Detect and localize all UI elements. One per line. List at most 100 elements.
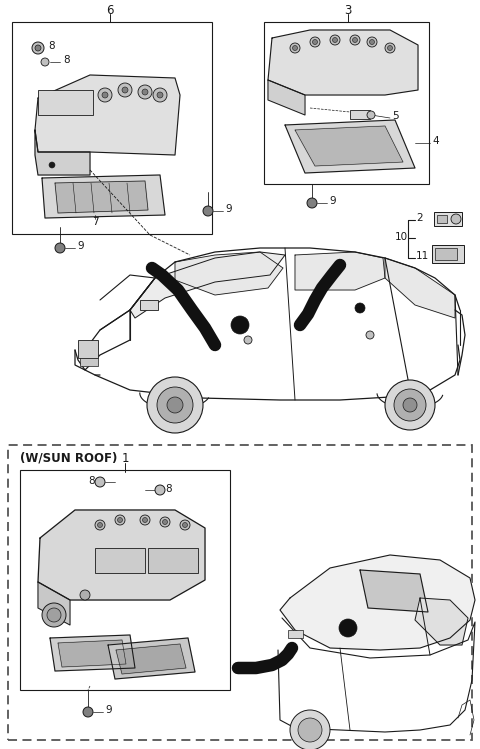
Bar [350,110,370,119]
Polygon shape [175,252,283,295]
Polygon shape [50,635,135,671]
Circle shape [290,710,330,749]
Circle shape [55,243,65,253]
Circle shape [451,214,461,224]
Circle shape [95,477,105,487]
Polygon shape [295,126,403,166]
Polygon shape [280,555,475,650]
Bar [148,548,198,573]
Circle shape [312,40,317,44]
Circle shape [115,515,125,525]
Text: 8: 8 [48,41,55,51]
Bar [434,212,462,226]
Circle shape [330,35,340,45]
Text: 9: 9 [225,204,232,214]
Circle shape [41,58,49,66]
Circle shape [394,389,426,421]
Circle shape [310,37,320,47]
Text: 8: 8 [63,55,70,65]
Text: 8: 8 [165,484,172,494]
Circle shape [333,37,337,43]
Circle shape [153,88,167,102]
Polygon shape [295,252,385,290]
Circle shape [203,206,213,216]
Text: 7: 7 [92,217,98,227]
Circle shape [49,162,55,168]
Bar [78,340,98,358]
Bar [38,90,93,115]
Circle shape [163,520,168,524]
Circle shape [147,377,203,433]
Circle shape [167,397,183,413]
Bar [432,245,464,263]
Circle shape [290,43,300,53]
Circle shape [98,88,112,102]
Circle shape [355,303,365,313]
Circle shape [387,46,393,50]
Circle shape [307,198,317,208]
Circle shape [102,92,108,98]
Circle shape [292,46,298,50]
Circle shape [97,523,103,527]
Circle shape [83,707,93,717]
Circle shape [244,336,252,344]
Polygon shape [108,638,195,679]
Circle shape [157,387,193,423]
Polygon shape [116,644,186,674]
Polygon shape [38,582,70,625]
Circle shape [231,316,249,334]
Polygon shape [58,640,126,667]
Circle shape [180,520,190,530]
Circle shape [352,37,358,43]
Text: 3: 3 [344,4,352,16]
Circle shape [42,603,66,627]
Text: 2: 2 [416,213,422,223]
Circle shape [160,517,170,527]
Circle shape [403,398,417,412]
Polygon shape [130,252,285,318]
Bar [435,248,457,260]
Bar [437,215,447,223]
Circle shape [47,608,61,622]
Circle shape [140,515,150,525]
Polygon shape [38,510,205,600]
Circle shape [385,380,435,430]
Circle shape [118,518,122,523]
Circle shape [339,619,357,637]
Circle shape [155,485,165,495]
Bar [264,22,429,184]
Polygon shape [285,120,415,173]
Circle shape [122,87,128,93]
Circle shape [32,42,44,54]
Text: 9: 9 [77,241,84,251]
Polygon shape [268,80,305,115]
Polygon shape [35,130,90,175]
Bar [12,22,212,234]
Circle shape [142,89,148,95]
Polygon shape [385,258,455,318]
Polygon shape [360,570,428,612]
Polygon shape [268,30,418,95]
Text: 9: 9 [329,196,336,206]
Text: 6: 6 [106,4,114,16]
Text: 11: 11 [416,251,429,261]
Bar [20,470,230,690]
Bar [95,548,145,573]
Circle shape [350,35,360,45]
Circle shape [367,111,375,119]
Bar [8,445,472,740]
Circle shape [35,45,41,51]
Circle shape [118,83,132,97]
Text: 5: 5 [392,111,398,121]
Polygon shape [42,175,165,218]
Circle shape [80,590,90,600]
Circle shape [367,37,377,47]
Polygon shape [55,181,148,213]
Circle shape [385,43,395,53]
Text: 8: 8 [88,476,95,486]
Text: 1: 1 [121,452,129,464]
Text: 4: 4 [432,136,439,146]
Bar [140,300,158,310]
Circle shape [298,718,322,742]
Text: 10: 10 [395,232,408,242]
